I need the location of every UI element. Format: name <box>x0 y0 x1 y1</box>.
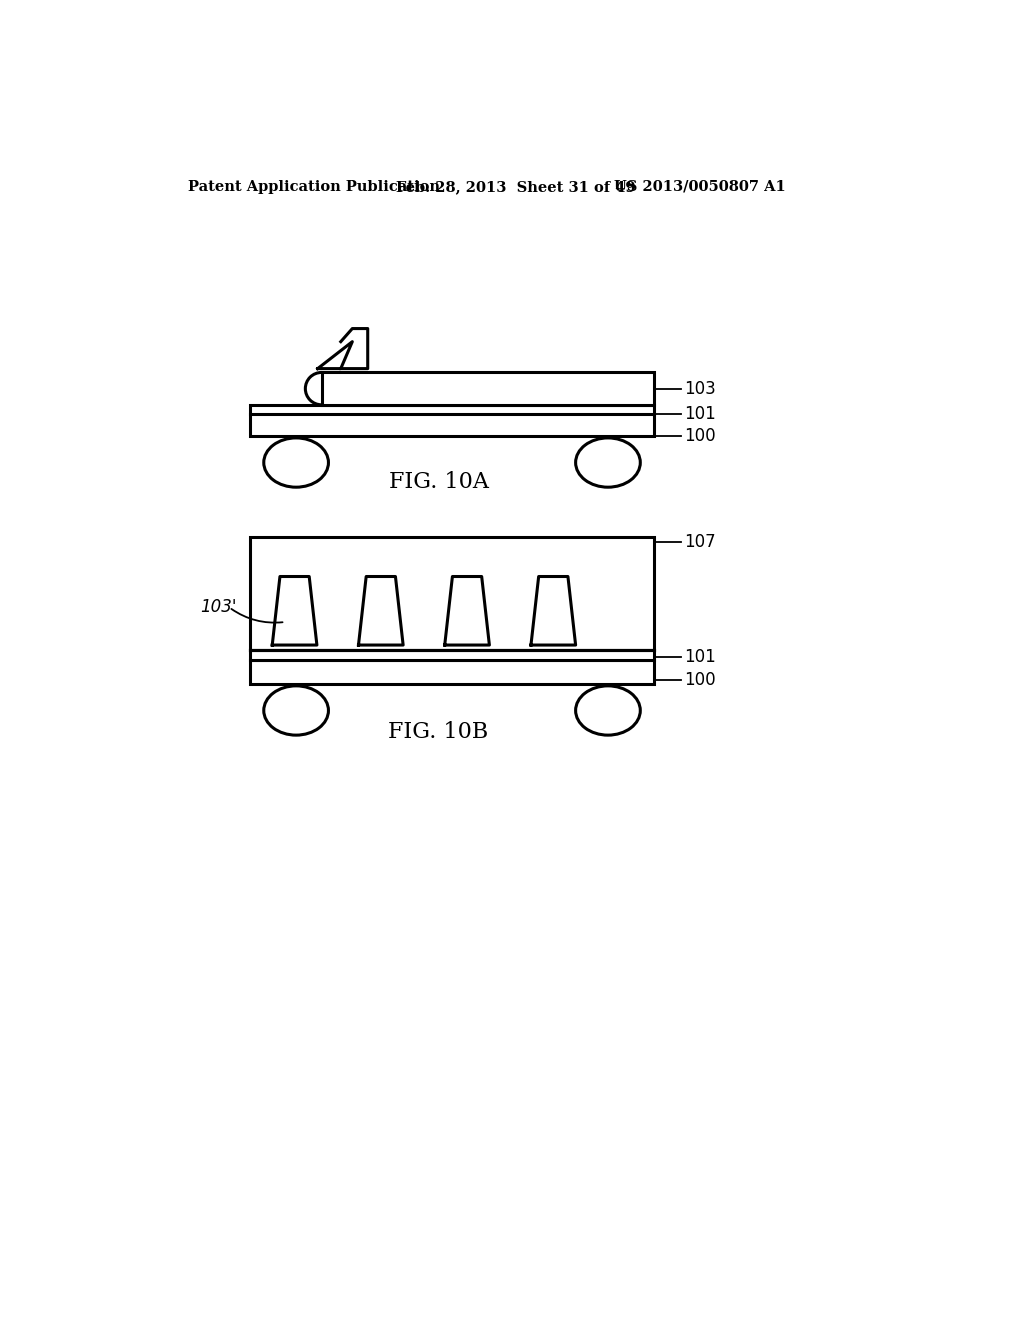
Ellipse shape <box>264 438 329 487</box>
Text: Feb. 28, 2013  Sheet 31 of 49: Feb. 28, 2013 Sheet 31 of 49 <box>396 180 636 194</box>
Bar <box>322 372 654 405</box>
Ellipse shape <box>575 686 640 735</box>
Ellipse shape <box>264 686 329 735</box>
Bar <box>250 660 654 684</box>
Text: 103': 103' <box>200 598 237 616</box>
Text: 101: 101 <box>684 405 716 422</box>
Text: US 2013/0050807 A1: US 2013/0050807 A1 <box>614 180 785 194</box>
Bar <box>250 649 654 660</box>
Text: 100: 100 <box>684 672 716 689</box>
Text: FIG. 10A: FIG. 10A <box>389 471 488 492</box>
FancyArrowPatch shape <box>231 609 283 623</box>
Text: 100: 100 <box>684 426 716 445</box>
Text: 107: 107 <box>684 533 716 550</box>
Bar <box>250 537 654 649</box>
Text: 103: 103 <box>684 380 716 397</box>
Text: Patent Application Publication: Patent Application Publication <box>188 180 440 194</box>
Text: FIG. 10B: FIG. 10B <box>388 721 488 743</box>
Bar <box>250 405 654 436</box>
Ellipse shape <box>575 438 640 487</box>
Text: 101: 101 <box>684 648 716 667</box>
